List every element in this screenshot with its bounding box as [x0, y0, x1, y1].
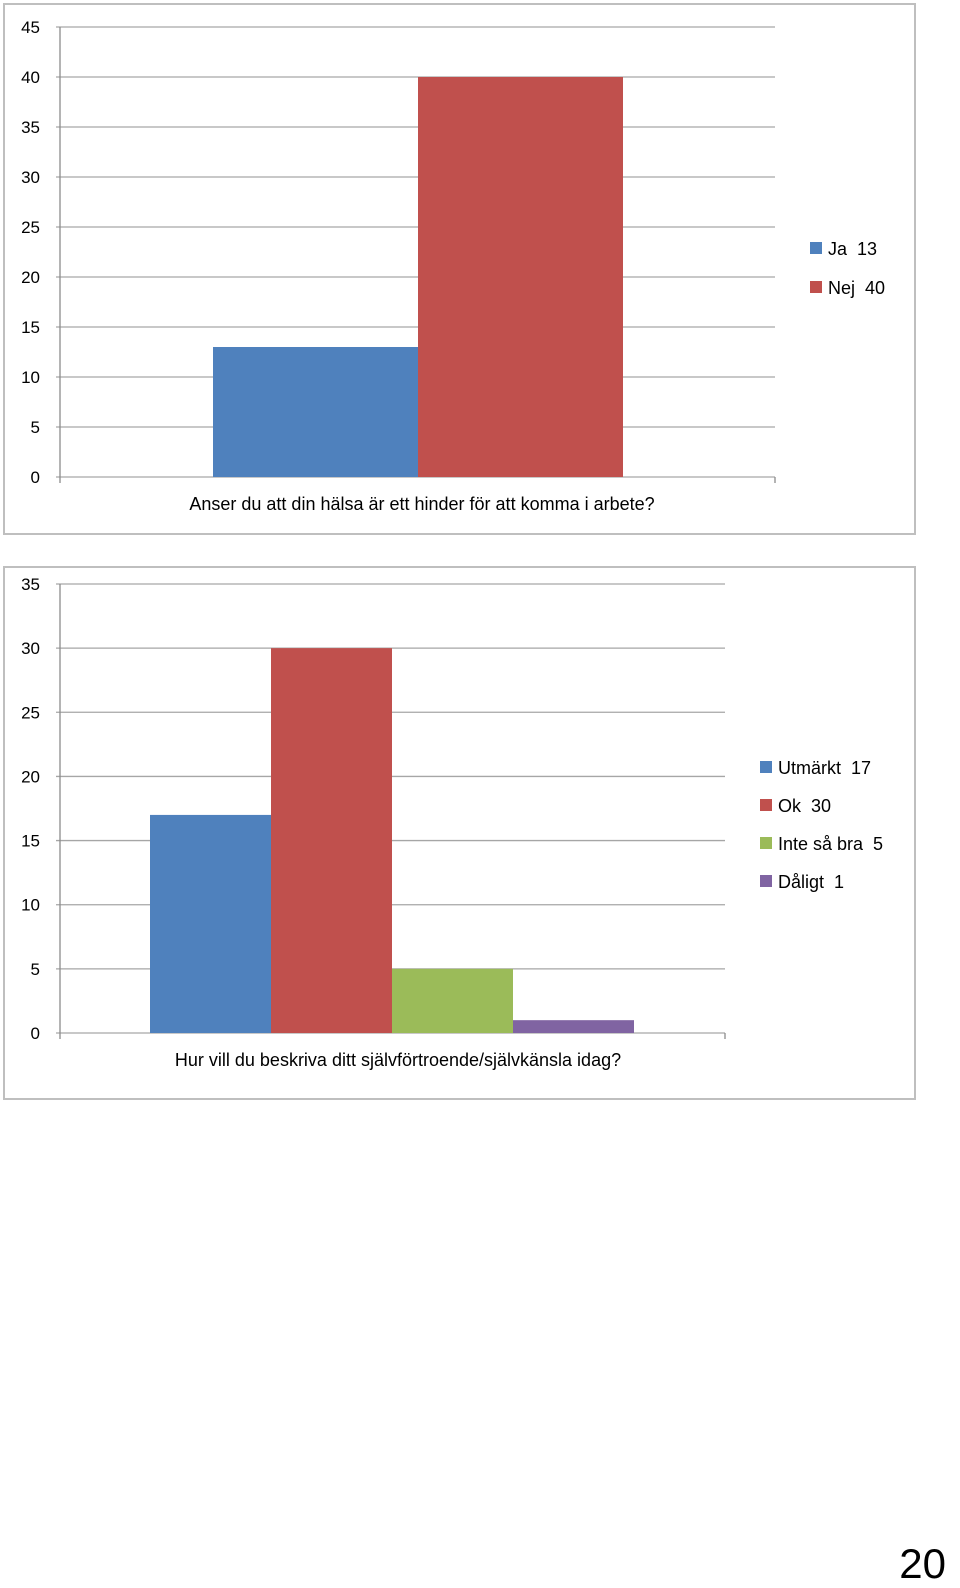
chart-self-confidence-plot: 0 5 10 15 20 25 30 35 Hur vill du beskriva ditt … [21, 575, 883, 1070]
y-tick-label: 5 [31, 960, 40, 979]
y-tick-label: 45 [21, 18, 40, 37]
y-tick-label: 40 [21, 68, 40, 87]
legend-swatch [810, 242, 822, 254]
y-tick-label: 10 [21, 896, 40, 915]
y-tick-label: 0 [31, 1024, 40, 1043]
legend-label: Utmärkt 17 [778, 758, 871, 778]
legend-swatch [760, 799, 772, 811]
category-label: Hur vill du beskriva ditt självförtroend… [175, 1050, 621, 1070]
y-tick-label: 20 [21, 767, 40, 786]
chart-health-obstacle: 0 5 10 15 20 25 30 35 40 45 Anser du att din hälsa… [3, 3, 916, 535]
category-label: Anser du att din hälsa är ett hinder för… [189, 494, 654, 514]
bar-3 [392, 968, 513, 1033]
y-tick-label: 0 [31, 468, 40, 487]
y-tick-label: 30 [21, 168, 40, 187]
y-tick-label: 30 [21, 639, 40, 658]
page-number: 20 [899, 1540, 946, 1587]
legend-label: Nej 40 [828, 278, 885, 298]
legend-swatch [810, 281, 822, 293]
bar-2 [271, 648, 392, 1033]
chart-self-confidence: 0 5 10 15 20 25 30 35 Hur vill du beskriva ditt … [3, 566, 916, 1100]
y-tick-label: 25 [21, 703, 40, 722]
chart-health-obstacle-plot: 0 5 10 15 20 25 30 35 40 45 Anser du att din hälsa… [21, 18, 885, 514]
legend-swatch [760, 875, 772, 887]
y-tick-label: 5 [31, 418, 40, 437]
y-tick-label: 35 [21, 118, 40, 137]
legend-label: Ok 30 [778, 796, 831, 816]
bar-1 [213, 347, 418, 477]
legend-swatch [760, 761, 772, 773]
y-tick-label: 15 [21, 832, 40, 851]
y-tick-label: 20 [21, 268, 40, 287]
y-tick-label: 35 [21, 575, 40, 594]
y-tick-label: 15 [21, 318, 40, 337]
legend-label: Dåligt 1 [778, 872, 844, 892]
y-tick-label: 25 [21, 218, 40, 237]
y-tick-label: 10 [21, 368, 40, 387]
legend-label: Ja 13 [828, 239, 877, 259]
bar-2 [418, 77, 623, 477]
bar-1 [150, 814, 271, 1033]
legend-label: Inte så bra 5 [778, 834, 883, 854]
legend-swatch [760, 837, 772, 849]
bar-4 [513, 1020, 634, 1033]
